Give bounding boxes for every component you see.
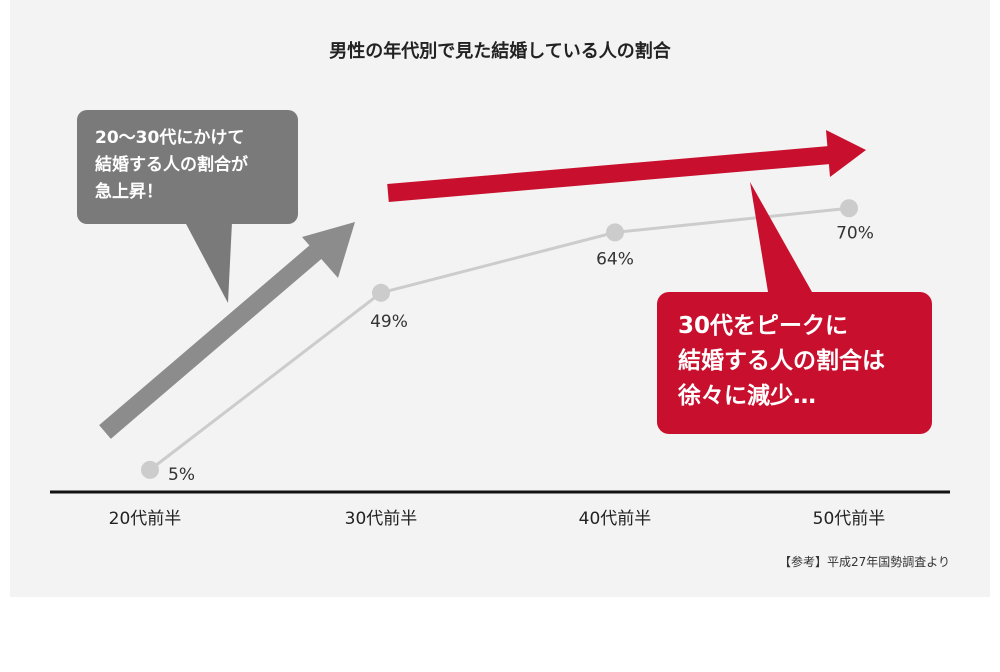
data-label: 64% (596, 249, 634, 269)
callout-decline: 30代をピークに 結婚する人の割合は 徐々に減少… (657, 182, 932, 434)
source-note: 【参考】平成27年国勢調査より (779, 554, 950, 569)
callout-rise-line-3: 急上昇！ (95, 181, 163, 202)
data-point (141, 460, 159, 479)
data-point (606, 223, 624, 242)
callout-decline-line-2: 結婚する人の割合は (678, 347, 885, 374)
data-point (372, 283, 390, 302)
x-tick-label: 50代前半 (813, 509, 886, 529)
series-layer: 5% 49% 64% 70% (141, 199, 874, 485)
red-right-arrow (387, 130, 866, 202)
gray-up-arrow (99, 222, 355, 439)
data-label: 5% (168, 465, 195, 485)
data-point (840, 199, 858, 218)
x-tick-labels: 20代前半 30代前半 40代前半 50代前半 (109, 509, 886, 529)
x-tick-label: 20代前半 (109, 509, 182, 529)
callout-decline-line-3: 徐々に減少… (677, 382, 816, 409)
chart-title: 男性の年代別で見た結婚している人の割合 (329, 40, 671, 62)
x-tick-label: 40代前半 (579, 509, 652, 529)
callout-decline-line-1: 30代をピークに (678, 313, 848, 339)
callout-rise-line-2: 結婚する人の割合が (95, 154, 248, 175)
callout-rise-line-1: 20〜30代にかけて (95, 127, 244, 148)
x-tick-label: 30代前半 (345, 509, 418, 529)
callout-rise: 20〜30代にかけて 結婚する人の割合が 急上昇！ (77, 110, 298, 303)
data-label: 49% (370, 312, 408, 332)
data-label: 70% (836, 223, 874, 243)
series-line (149, 206, 850, 472)
